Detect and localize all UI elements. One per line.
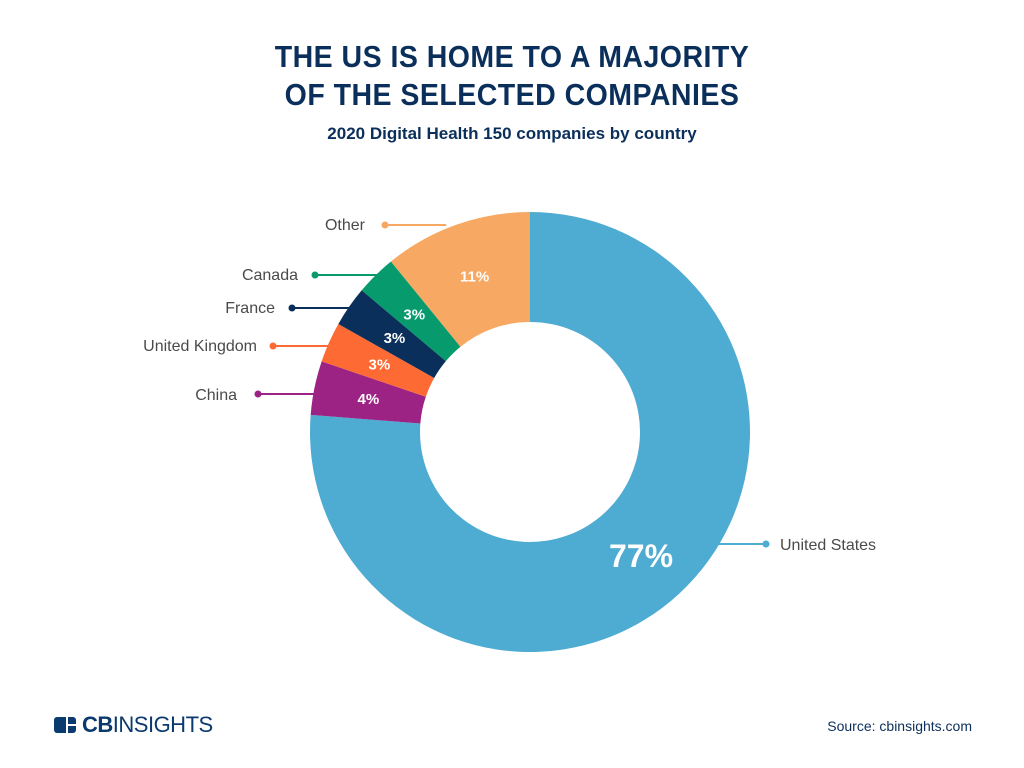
slice-united-states xyxy=(310,212,750,653)
data-label-china: 4% xyxy=(358,391,380,408)
cb-insights-logo: CB INSIGHTS xyxy=(54,712,213,738)
leader-dot-france xyxy=(288,304,296,312)
slice-china xyxy=(310,361,426,424)
title-line-2: OF THE SELECTED COMPANIES xyxy=(284,77,740,112)
legend-label-united-states: United States xyxy=(780,537,876,554)
title-line-1: THE US IS HOME TO A MAJORITY xyxy=(274,39,750,74)
data-label-other: 11% xyxy=(460,269,489,286)
leader-dot-other xyxy=(381,221,389,229)
logo-text: INSIGHTS xyxy=(112,712,213,737)
leader-dot-china xyxy=(254,390,262,398)
logo-bold-text: CB xyxy=(82,712,113,737)
legend-label-france: France xyxy=(225,300,275,317)
slice-canada xyxy=(361,261,461,362)
legend-label-canada: Canada xyxy=(242,267,298,284)
legend-label-united-kingdom: United Kingdom xyxy=(143,338,257,355)
slice-france xyxy=(338,290,446,378)
legend-label-china: China xyxy=(195,387,237,404)
leader-dot-united-states xyxy=(762,540,770,548)
data-label-united-kingdom: 3% xyxy=(368,357,390,374)
leader-dot-united-kingdom xyxy=(269,342,277,350)
slice-united-kingdom xyxy=(321,323,435,397)
cb-logo-icon xyxy=(54,717,76,733)
chart-subtitle: 2020 Digital Health 150 companies by cou… xyxy=(327,124,697,143)
data-label-canada: 3% xyxy=(403,306,425,323)
legend-label-other: Other xyxy=(325,217,366,234)
source-note: Source: cbinsights.com xyxy=(827,718,972,734)
data-label-united-states: 77% xyxy=(609,538,673,574)
leader-dot-canada xyxy=(311,271,319,279)
data-label-france: 3% xyxy=(384,330,406,347)
slice-other xyxy=(390,212,530,347)
chart-title: THE US IS HOME TO A MAJORITY OF THE SELE… xyxy=(41,38,983,114)
